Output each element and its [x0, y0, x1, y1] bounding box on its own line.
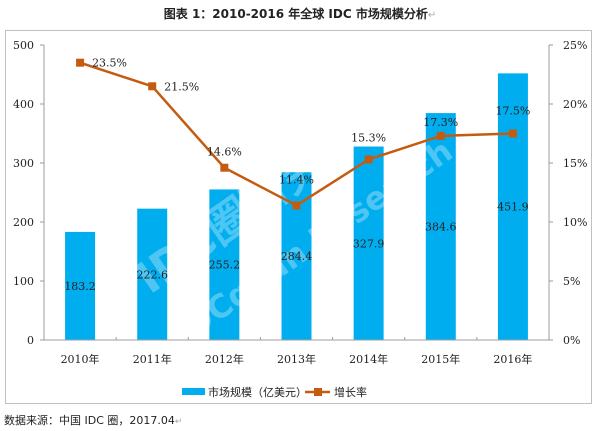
line-value-label: 23.5%	[92, 57, 127, 70]
bar-value-label: 384.6	[425, 221, 457, 234]
line-marker	[148, 82, 157, 91]
y-left-tick-label: 400	[13, 98, 34, 111]
legend-line-marker	[314, 388, 322, 396]
y-right-tick-label: 25%	[563, 39, 587, 52]
paragraph-mark: ↵	[174, 417, 183, 427]
x-tick-label: 2010年	[61, 352, 100, 366]
legend: 市场规模（亿美元） 增长率	[182, 385, 367, 399]
line-value-label: 21.5%	[164, 80, 199, 93]
x-tick-label: 2015年	[421, 352, 460, 366]
line-value-label: 17.3%	[423, 116, 458, 129]
line-marker	[76, 58, 85, 67]
line-marker	[220, 163, 229, 172]
bar-value-label: 327.9	[353, 237, 385, 250]
y-right-tick-label: 15%	[563, 157, 587, 170]
bar	[137, 208, 168, 340]
bar-value-label: 451.9	[497, 201, 529, 214]
bar-value-label: 222.6	[136, 268, 168, 281]
data-labels: 183.2 222.6 255.2 284.4 327.9 384.6 451.9 23.5%…	[64, 57, 530, 293]
line-marker	[364, 155, 373, 164]
bar	[425, 113, 456, 340]
bar	[65, 231, 96, 340]
line-value-label: 14.6%	[207, 146, 242, 159]
x-tick-label: 2014年	[349, 352, 388, 366]
line-value-label: 17.5%	[495, 105, 530, 118]
axes: 0 100 200 300 400 500 0% 5% 10% 15% 20% 25% 2010年 201…	[13, 39, 587, 366]
y-left-tick-label: 200	[13, 216, 34, 229]
line-marker	[436, 131, 445, 140]
x-tick-label: 2016年	[493, 352, 532, 366]
line-value-label: 11.4%	[279, 173, 314, 186]
line-value-label: 15.3%	[351, 131, 386, 144]
bar-value-label: 183.2	[64, 280, 96, 293]
x-tick-label: 2013年	[277, 352, 316, 366]
bar	[209, 189, 240, 340]
y-right-tick-label: 20%	[563, 98, 587, 111]
y-right-tick-label: 5%	[563, 275, 580, 288]
y-left-tick-label: 100	[13, 275, 34, 288]
line-marker	[292, 201, 301, 210]
bar-value-label: 284.4	[281, 250, 313, 263]
chart-frame	[5, 30, 592, 404]
line-series	[76, 58, 517, 210]
y-right-tick-label: 0%	[563, 334, 580, 347]
paragraph-mark: ↵	[427, 10, 437, 21]
bar	[497, 73, 528, 340]
bar-value-label: 255.2	[209, 259, 241, 272]
chart-title-text: 图表 1：2010-2016 年全球 IDC 市场规模分析	[163, 7, 428, 21]
y-left-tick-label: 300	[13, 157, 34, 170]
data-source-text: 数据来源：中国 IDC 圈，2017.04	[4, 414, 175, 427]
x-tick-label: 2011年	[133, 352, 172, 366]
y-right-tick-label: 10%	[563, 216, 587, 229]
legend-line-label: 增长率	[334, 385, 367, 399]
x-tick-label: 2012年	[205, 352, 244, 366]
legend-bar-label: 市场规模（亿美元）	[208, 385, 307, 399]
bar	[353, 146, 384, 340]
y-left-tick-label: 500	[13, 39, 34, 52]
line-marker	[508, 129, 517, 138]
data-source: 数据来源：中国 IDC 圈，2017.04↵	[4, 412, 182, 428]
legend-bar-swatch	[182, 388, 205, 395]
y-left-tick-label: 0	[27, 334, 34, 347]
chart-title: 图表 1：2010-2016 年全球 IDC 市场规模分析↵	[0, 5, 600, 22]
